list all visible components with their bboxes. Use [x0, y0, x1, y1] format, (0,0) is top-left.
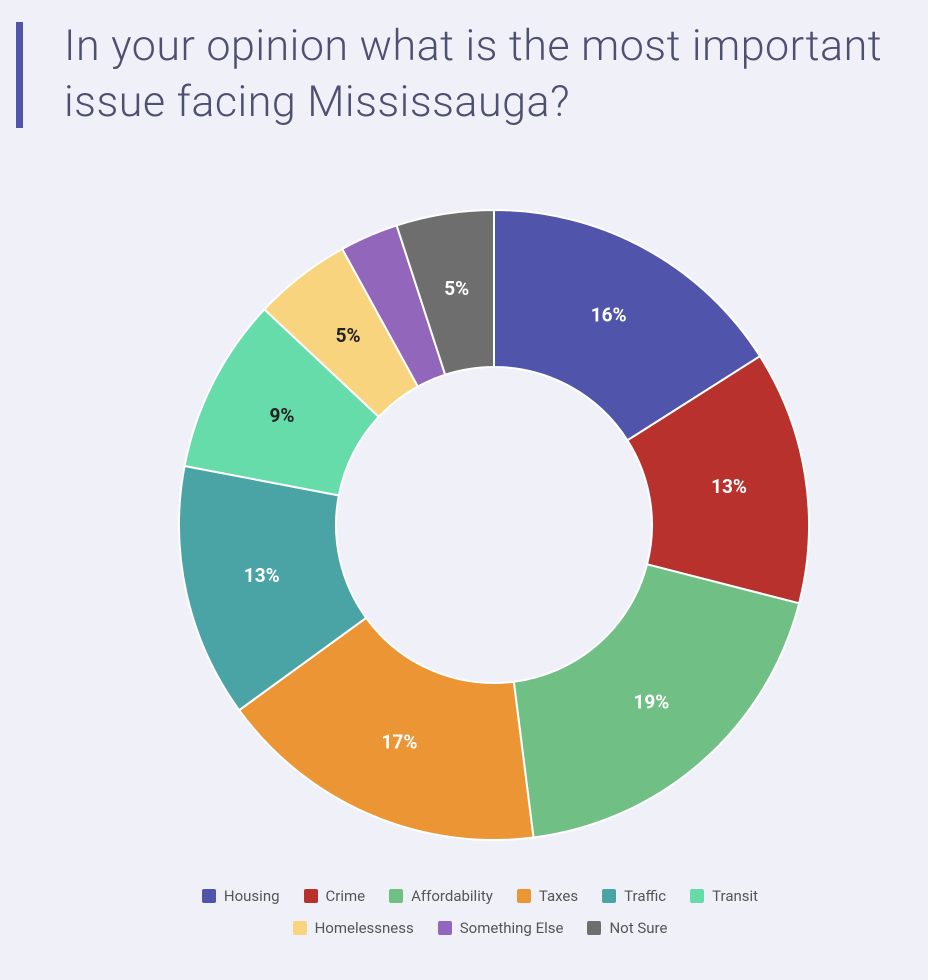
legend-item: Homelessness [292, 918, 414, 938]
legend-label: Something Else [459, 919, 564, 937]
legend-label: Homelessness [314, 919, 414, 937]
legend-label: Not Sure [609, 919, 668, 937]
donut-slice [395, 208, 495, 376]
value-label: 5% [336, 324, 361, 347]
legend-item: Not Sure [587, 918, 667, 938]
legend-swatch [437, 921, 452, 935]
value-label: 5% [444, 277, 469, 300]
legend-item: Housing [201, 886, 280, 906]
legend-item: Transit [690, 886, 758, 906]
value-label: 13% [244, 564, 280, 587]
legend-label: Transit [712, 887, 759, 905]
donut-slice [626, 354, 810, 605]
legend-item: Traffic [602, 886, 666, 906]
donut-slice [178, 464, 368, 712]
legend-swatch [690, 889, 705, 903]
legend-swatch [303, 889, 318, 903]
donut-slice [237, 616, 535, 841]
legend-swatch [587, 921, 602, 935]
legend-swatch [389, 889, 404, 903]
value-label: 17% [382, 730, 418, 753]
legend-label: Crime [325, 887, 366, 905]
title-accent [16, 22, 23, 128]
legend-item: Crime [303, 886, 366, 906]
legend: Housing Crime Affordability Taxes Traffic Tra… [160, 886, 800, 938]
legend-label: Housing [223, 887, 280, 905]
donut-slice [493, 208, 762, 442]
legend-swatch [516, 889, 531, 903]
value-label: 19% [633, 691, 669, 714]
legend-label: Affordability [411, 887, 493, 905]
chart: 16% 13% 19% 17% 13% 9% 5% 5% [178, 208, 810, 841]
value-label: 9% [269, 404, 294, 427]
legend-swatch [201, 889, 216, 903]
chart-title: In your opinion what is the most importa… [64, 21, 883, 127]
legend-item: Taxes [516, 886, 579, 906]
donut-slice [512, 563, 801, 839]
legend-label: Taxes [538, 887, 579, 905]
value-label: 16% [591, 303, 627, 326]
legend-item: Something Else [437, 918, 564, 938]
value-label: 13% [711, 475, 747, 498]
legend-swatch [602, 889, 617, 903]
legend-item: Affordability [389, 886, 493, 906]
legend-swatch [292, 921, 307, 935]
legend-label: Traffic [624, 887, 667, 905]
